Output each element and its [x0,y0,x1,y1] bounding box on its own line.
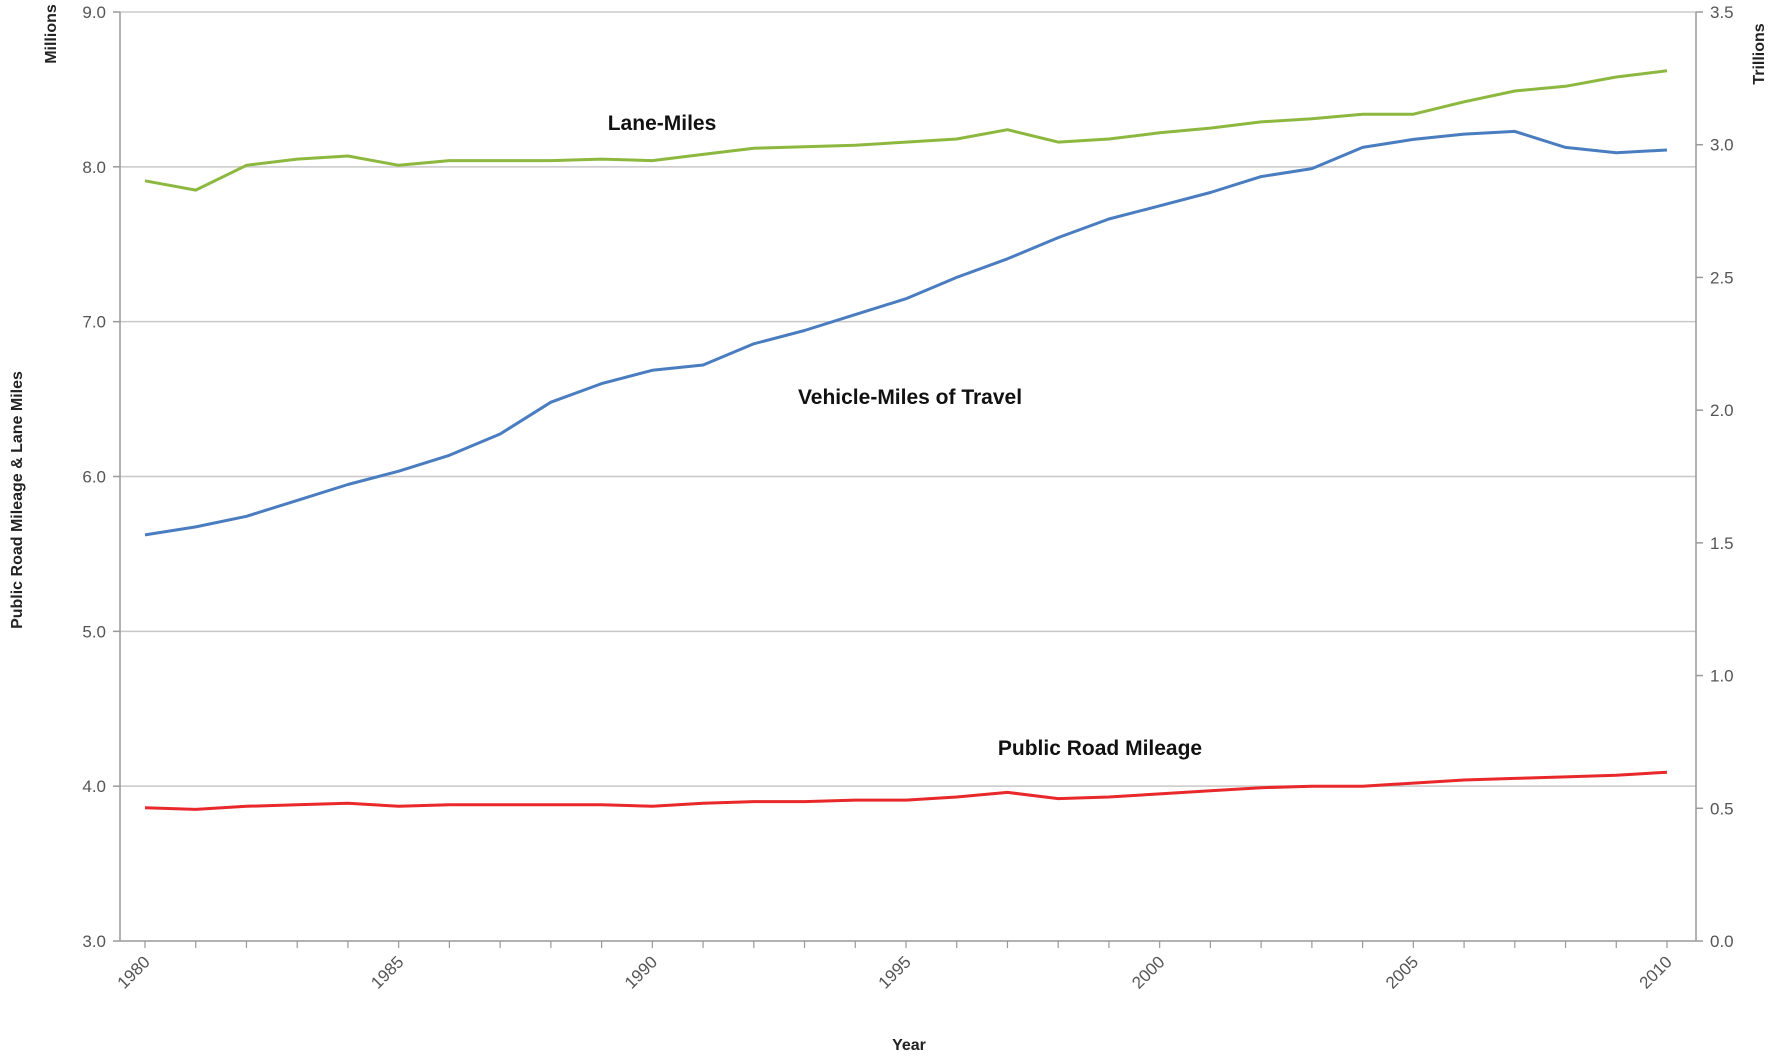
x-tick-label: 2000 [1128,952,1168,992]
series-line-1 [144,129,1668,537]
y2-tick-label: 2.5 [1710,268,1734,287]
tick-labels: 3.0 4.0 5.0 6.0 7.0 8.0 9.0 0.0 0.5 1.0 1.5 2.0 2.5 3… [82,3,1733,993]
series-lines [144,69,1668,811]
y2-tick-label: 3.0 [1710,136,1734,155]
series-label-1: Vehicle-Miles of Travel [798,386,1022,409]
y2-tick-label: 0.5 [1710,799,1734,818]
y-tick-label: 3.0 [82,932,106,951]
x-tick-label: 2010 [1636,952,1676,992]
y-tick-label: 4.0 [82,777,106,796]
series-label-2: Public Road Mileage [998,737,1202,760]
x-tick-label: 1980 [114,952,154,992]
y2-axis-unit: Trillions [1751,23,1768,84]
series-line-0 [144,69,1668,192]
y-tick-label: 7.0 [82,313,106,332]
y-tick-label: 6.0 [82,468,106,487]
y-tick-label: 5.0 [82,622,106,641]
y-tick-label: 8.0 [82,158,106,177]
series-line-2 [144,770,1668,811]
x-tick-label: 1990 [621,952,661,992]
y2-tick-label: 0.0 [1710,932,1734,951]
x-tick-label: 1985 [367,952,407,992]
series-labels: Lane-Miles Vehicle-Miles of Travel Public … [608,112,1202,760]
y2-tick-label: 2.0 [1710,401,1734,420]
y2-tick-label: 1.5 [1710,534,1734,553]
x-axis-title: Year [892,1037,926,1054]
x-tick-label: 2005 [1382,952,1422,992]
y2-tick-label: 1.0 [1710,667,1734,686]
series-label-0: Lane-Miles [608,112,717,135]
x-tick-label: 1995 [875,952,915,992]
y-axis-unit: Millions [43,4,60,64]
y-axis-title: Public Road Mileage & Lane Miles [9,371,26,629]
axes [113,11,1703,948]
y2-tick-label: 3.5 [1710,3,1734,22]
y-tick-label: 9.0 [82,3,106,22]
